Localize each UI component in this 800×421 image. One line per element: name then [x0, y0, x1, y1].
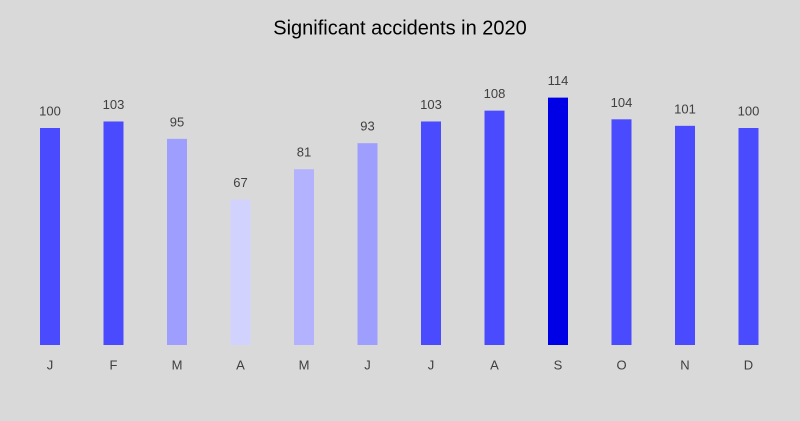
x-tick-label: N: [680, 357, 689, 372]
bar: [103, 121, 124, 346]
data-label: 101: [674, 101, 696, 116]
data-label: 103: [420, 97, 442, 112]
bar: [294, 169, 314, 345]
data-label: 103: [103, 97, 125, 112]
bar: [611, 119, 632, 345]
bar: [357, 143, 378, 345]
bar: [675, 125, 695, 345]
bar: [421, 121, 441, 346]
data-label: 67: [233, 175, 247, 190]
chart-title: Significant accidents in 2020: [273, 17, 527, 39]
data-label: 95: [170, 114, 184, 129]
data-label: 114: [548, 73, 569, 88]
x-tick-label: S: [554, 357, 563, 372]
data-label: 100: [39, 103, 61, 118]
bar: [167, 138, 187, 345]
bar: [738, 128, 759, 345]
data-label: 81: [297, 145, 311, 160]
x-tick-label: J: [428, 357, 435, 372]
x-tick-label: J: [47, 357, 54, 372]
x-tick-label: O: [616, 357, 626, 372]
data-label: 93: [360, 119, 374, 134]
x-tick-label: M: [299, 357, 310, 372]
data-label: 108: [484, 86, 506, 101]
bar: [548, 97, 568, 346]
bar: [40, 128, 60, 345]
x-tick-label: A: [236, 357, 245, 372]
x-tick-label: F: [110, 357, 118, 372]
x-tick-label: J: [364, 357, 371, 372]
x-tick-label: D: [744, 357, 753, 372]
data-label: 100: [738, 103, 760, 118]
x-tick-label: A: [490, 357, 499, 372]
bar: [230, 199, 251, 345]
bar: [484, 110, 505, 345]
data-label: 104: [611, 95, 633, 110]
x-tick-label: M: [172, 357, 183, 372]
